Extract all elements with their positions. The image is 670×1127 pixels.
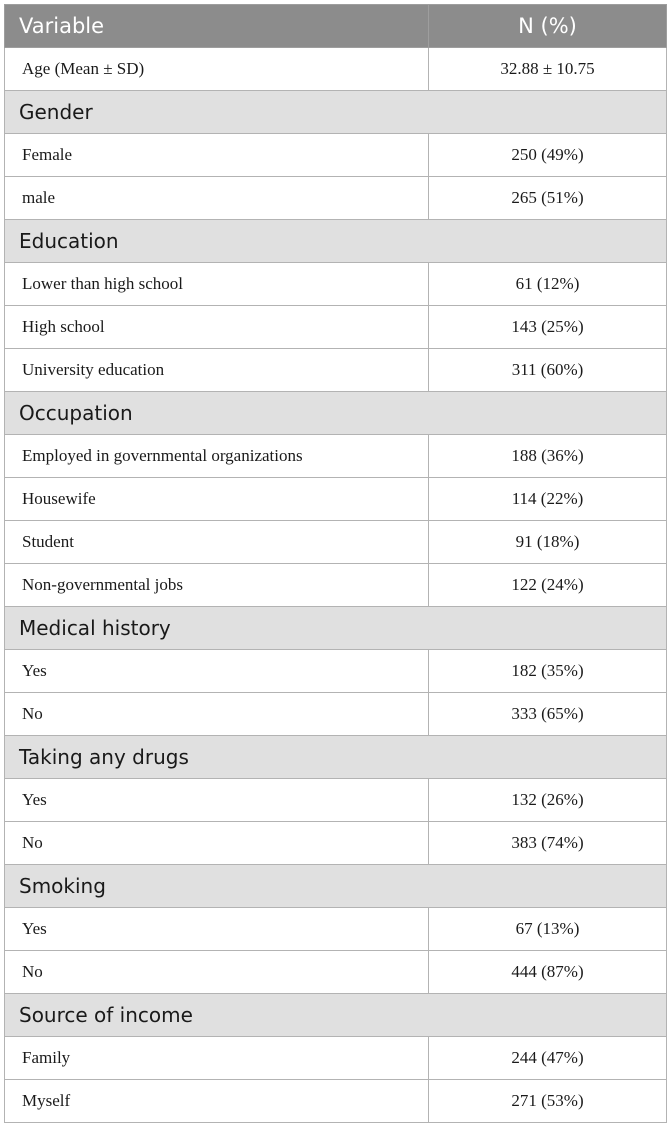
table-row: Yes 182 (35%) — [4, 649, 667, 693]
table-row: Non-governmental jobs 122 (24%) — [4, 563, 667, 607]
header-variable: Variable — [4, 4, 429, 48]
section-header-row: Education — [4, 219, 667, 263]
table-row: No 444 (87%) — [4, 950, 667, 994]
table-row: High school 143 (25%) — [4, 305, 667, 349]
row-label: Age (Mean ± SD) — [4, 47, 429, 91]
row-value: 67 (13%) — [428, 907, 667, 951]
row-label: Yes — [4, 649, 429, 693]
table-row: Lower than high school 61 (12%) — [4, 262, 667, 306]
row-label: Female — [4, 133, 429, 177]
row-label: No — [4, 692, 429, 736]
row-value: 250 (49%) — [428, 133, 667, 177]
row-value: 91 (18%) — [428, 520, 667, 564]
row-label: Housewife — [4, 477, 429, 521]
row-label: Myself — [4, 1079, 429, 1123]
table-row: Female 250 (49%) — [4, 133, 667, 177]
row-value: 61 (12%) — [428, 262, 667, 306]
section-label: Gender — [4, 90, 667, 134]
table-row: Age (Mean ± SD) 32.88 ± 10.75 — [4, 47, 667, 91]
row-value: 143 (25%) — [428, 305, 667, 349]
row-value: 383 (74%) — [428, 821, 667, 865]
row-label: No — [4, 821, 429, 865]
row-label: University education — [4, 348, 429, 392]
table-row: Housewife 114 (22%) — [4, 477, 667, 521]
row-label: Family — [4, 1036, 429, 1080]
header-n-percent: N (%) — [428, 4, 667, 48]
section-header-row: Taking any drugs — [4, 735, 667, 779]
section-label: Occupation — [4, 391, 667, 435]
table-row: No 383 (74%) — [4, 821, 667, 865]
row-label: Lower than high school — [4, 262, 429, 306]
table-row: Myself 271 (53%) — [4, 1079, 667, 1123]
row-label: Yes — [4, 907, 429, 951]
row-value: 188 (36%) — [428, 434, 667, 478]
table-row: Yes 67 (13%) — [4, 907, 667, 951]
row-value: 122 (24%) — [428, 563, 667, 607]
table-row: Yes 132 (26%) — [4, 778, 667, 822]
section-label: Education — [4, 219, 667, 263]
row-value: 114 (22%) — [428, 477, 667, 521]
row-label: Yes — [4, 778, 429, 822]
row-value: 32.88 ± 10.75 — [428, 47, 667, 91]
row-label: No — [4, 950, 429, 994]
section-header-row: Occupation — [4, 391, 667, 435]
row-value: 132 (26%) — [428, 778, 667, 822]
row-value: 244 (47%) — [428, 1036, 667, 1080]
table-row: University education 311 (60%) — [4, 348, 667, 392]
row-value: 311 (60%) — [428, 348, 667, 392]
row-value: 444 (87%) — [428, 950, 667, 994]
table-row: Family 244 (47%) — [4, 1036, 667, 1080]
row-value: 271 (53%) — [428, 1079, 667, 1123]
table-row: No 333 (65%) — [4, 692, 667, 736]
row-label: Student — [4, 520, 429, 564]
demographics-table: Variable N (%) Age (Mean ± SD) 32.88 ± 10… — [4, 4, 667, 1123]
table-row: Student 91 (18%) — [4, 520, 667, 564]
row-value: 182 (35%) — [428, 649, 667, 693]
table-row: Employed in governmental organizations 18… — [4, 434, 667, 478]
row-label: Employed in governmental organizations — [4, 434, 429, 478]
row-value: 265 (51%) — [428, 176, 667, 220]
row-label: male — [4, 176, 429, 220]
table-body: Age (Mean ± SD) 32.88 ± 10.75 Gender Female… — [4, 47, 667, 1123]
table-row: male 265 (51%) — [4, 176, 667, 220]
section-label: Smoking — [4, 864, 667, 908]
section-label: Medical history — [4, 606, 667, 650]
row-value: 333 (65%) — [428, 692, 667, 736]
section-header-row: Gender — [4, 90, 667, 134]
section-header-row: Medical history — [4, 606, 667, 650]
row-label: Non-governmental jobs — [4, 563, 429, 607]
section-header-row: Smoking — [4, 864, 667, 908]
row-label: High school — [4, 305, 429, 349]
section-header-row: Source of income — [4, 993, 667, 1037]
section-label: Taking any drugs — [4, 735, 667, 779]
section-label: Source of income — [4, 993, 667, 1037]
table-header-row: Variable N (%) — [4, 4, 667, 48]
